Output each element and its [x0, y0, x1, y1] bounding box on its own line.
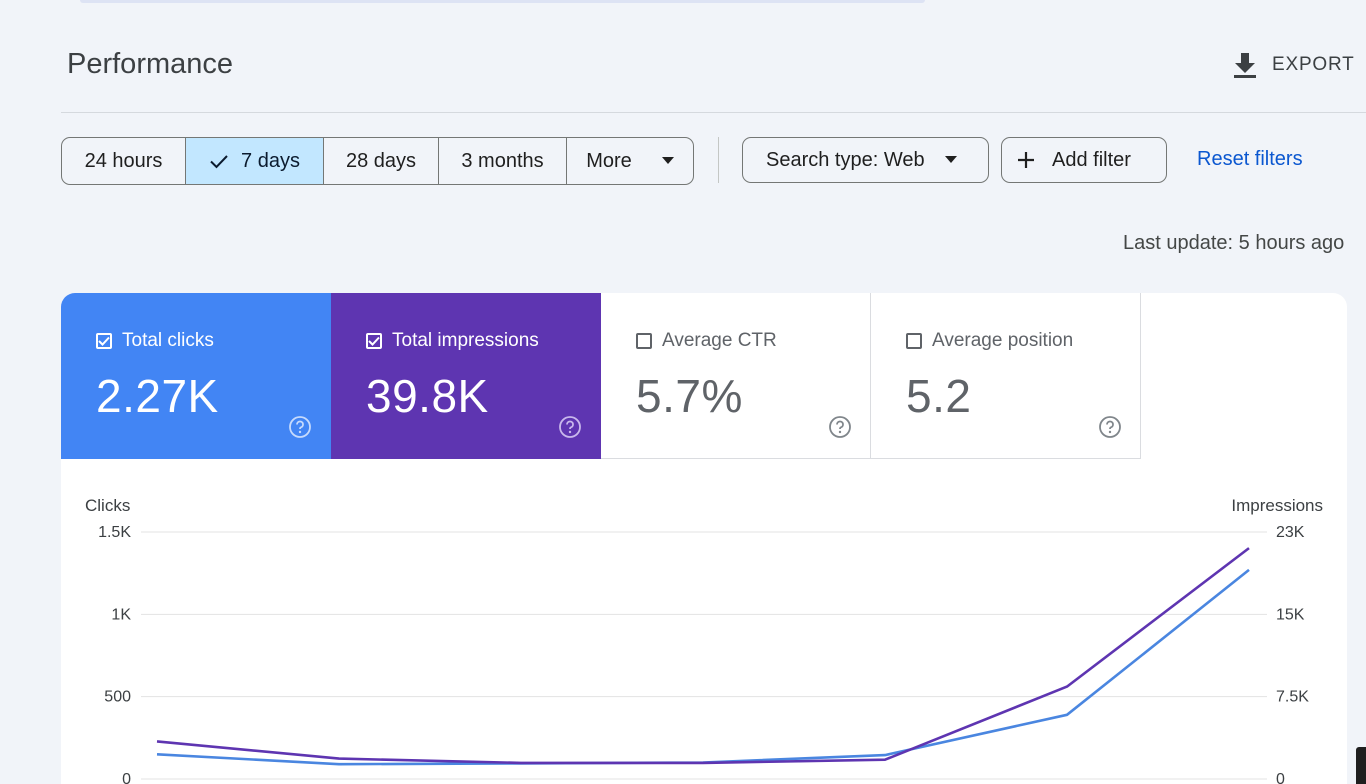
checkbox-checked-icon[interactable] — [96, 333, 112, 349]
top-strip — [80, 0, 925, 3]
side-panel-edge — [1356, 747, 1366, 784]
date-range-28-days[interactable]: 28 days — [324, 138, 439, 184]
metric-value: 5.7% — [636, 370, 743, 422]
series-line-total-clicks — [156, 568, 1250, 766]
date-range-selector: 24 hours 7 days 28 days 3 months More — [61, 137, 694, 185]
left-tick-label: 1K — [111, 606, 131, 623]
right-axis-title: Impressions — [1231, 496, 1323, 515]
reset-filters-link[interactable]: Reset filters — [1197, 148, 1303, 170]
last-update-text: Last update: 5 hours ago — [1123, 232, 1345, 254]
date-range-more[interactable]: More — [567, 138, 693, 184]
metric-value: 2.27K — [96, 370, 219, 422]
metric-value: 39.8K — [366, 370, 489, 422]
metric-label: Average CTR — [662, 330, 777, 351]
date-range-3-months[interactable]: 3 months — [439, 138, 567, 184]
left-tick-label: 0 — [122, 771, 131, 784]
date-range-label: 3 months — [461, 149, 544, 172]
date-range-label: 7 days — [241, 149, 300, 172]
left-axis-title: Clicks — [85, 496, 130, 515]
metric-label: Average position — [932, 330, 1074, 351]
page-title: Performance — [67, 48, 234, 80]
date-range-label: More — [586, 149, 632, 172]
caret-down-icon — [944, 156, 957, 164]
help-circle-icon[interactable] — [828, 415, 852, 439]
export-label: EXPORT — [1272, 54, 1355, 75]
add-filter-label: Add filter — [1052, 148, 1131, 171]
metric-average-position[interactable]: Average position 5.2 — [871, 293, 1141, 459]
metric-total-clicks[interactable]: Total clicks 2.27K — [61, 293, 331, 459]
date-range-7-days[interactable]: 7 days — [186, 138, 324, 184]
add-filter-button[interactable]: Add filter — [1001, 137, 1167, 183]
metric-average-ctr[interactable]: Average CTR 5.7% — [601, 293, 871, 459]
filter-divider — [718, 137, 719, 183]
right-tick-label: 7.5K — [1276, 689, 1309, 706]
checkbox-unchecked-icon[interactable] — [636, 333, 652, 349]
metric-label: Total clicks — [122, 330, 214, 351]
performance-card: Total clicks 2.27K Total impressions 39.… — [61, 293, 1347, 784]
metric-total-impressions[interactable]: Total impressions 39.8K — [331, 293, 601, 459]
metric-label: Total impressions — [392, 330, 539, 351]
right-tick-label: 23K — [1276, 524, 1305, 541]
caret-down-icon — [661, 157, 674, 165]
title-divider — [61, 112, 1366, 113]
left-tick-label: 1.5K — [98, 524, 131, 541]
checkbox-checked-icon[interactable] — [366, 333, 382, 349]
download-icon — [1232, 51, 1258, 79]
checkbox-unchecked-icon[interactable] — [906, 333, 922, 349]
right-tick-label: 15K — [1276, 606, 1305, 623]
check-icon — [209, 153, 229, 169]
date-range-label: 28 days — [345, 149, 417, 172]
left-tick-label: 500 — [104, 689, 131, 706]
plus-icon — [1016, 150, 1036, 170]
metric-value: 5.2 — [906, 370, 972, 422]
performance-chart: Clicks Impressions 0 500 1K 1.5K 0 7.5K 15K 23… — [85, 496, 1323, 784]
help-circle-icon[interactable] — [288, 415, 312, 439]
help-circle-icon[interactable] — [558, 415, 582, 439]
help-circle-icon[interactable] — [1098, 415, 1122, 439]
search-type-dropdown[interactable]: Search type: Web — [742, 137, 989, 183]
export-button[interactable]: EXPORT — [1232, 48, 1355, 82]
date-range-label: 24 hours — [84, 149, 163, 172]
search-type-label: Search type: Web — [766, 148, 925, 171]
series-line-total-impressions — [156, 547, 1250, 765]
right-tick-label: 0 — [1276, 771, 1285, 784]
date-range-24-hours[interactable]: 24 hours — [62, 138, 186, 184]
